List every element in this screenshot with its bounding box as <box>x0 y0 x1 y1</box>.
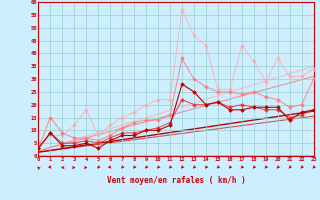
X-axis label: Vent moyen/en rafales ( km/h ): Vent moyen/en rafales ( km/h ) <box>107 176 245 185</box>
